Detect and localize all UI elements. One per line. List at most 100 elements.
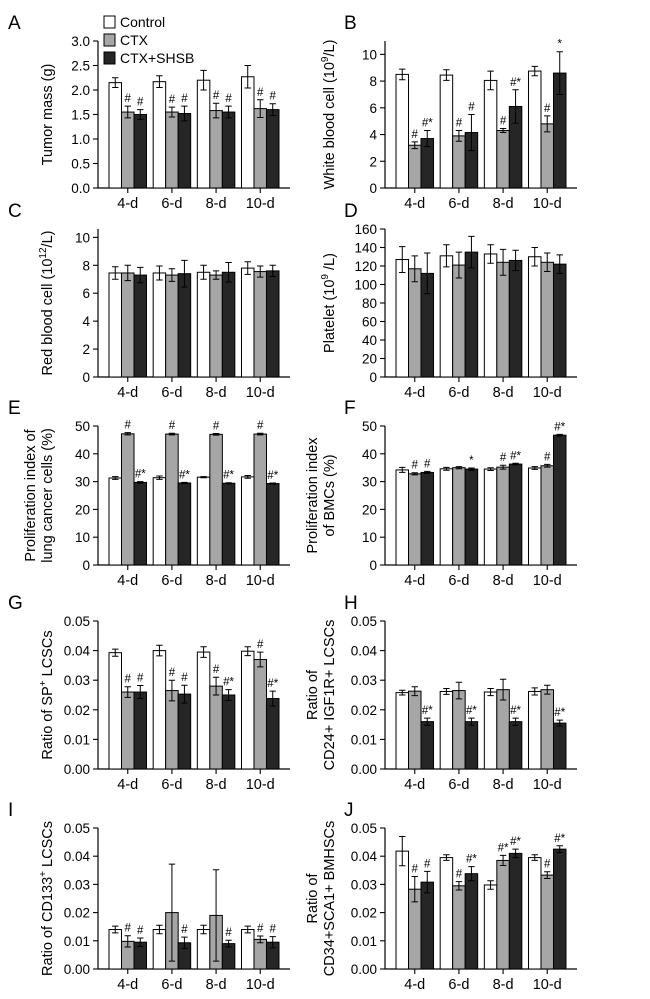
error-bar-h xyxy=(455,681,463,700)
bar-e-ctx-4-d xyxy=(121,433,135,566)
bar-i-control-4-d xyxy=(108,929,123,970)
bar-c-ctx-shsb-4-d xyxy=(133,274,148,378)
bar-c-control-6-d xyxy=(152,272,167,378)
bar-a-control-8-d xyxy=(196,79,211,189)
error-bar-c xyxy=(137,266,144,284)
y-tick-label-c: 8 xyxy=(82,258,90,273)
x-tick-label-j: 4-d xyxy=(404,977,425,993)
x-tick-label-c: 4-d xyxy=(117,385,138,401)
bar-b-control-4-d xyxy=(395,73,410,189)
significance-mark-a: # xyxy=(137,97,144,109)
y-tick-label-j: 0.01 xyxy=(351,934,377,949)
significance-mark-a: # xyxy=(257,87,264,99)
error-bar-f xyxy=(487,467,494,471)
x-tick-label-d: 8-d xyxy=(493,385,514,401)
error-bar-b xyxy=(487,70,494,91)
error-bar-f xyxy=(468,467,475,471)
significance-mark-a: # xyxy=(225,93,232,105)
x-tick-label-i: 4-d xyxy=(117,977,138,993)
error-bar-d xyxy=(531,247,538,267)
error-bar-g xyxy=(124,686,131,698)
x-tick-label-h: 4-d xyxy=(404,777,425,793)
error-bar-c xyxy=(225,262,232,283)
significance-mark-j: # xyxy=(544,859,551,871)
chart-panel-a: A 0.0 0.5 1.0 1.5 2.0 2.5 3.0 4-d # #6-d # #8-d # #10-… xyxy=(8,13,290,212)
significance-mark-g: # xyxy=(257,639,264,651)
error-bar-j xyxy=(487,880,494,890)
error-bar-f xyxy=(556,433,563,437)
error-bar-a xyxy=(168,106,176,118)
x-tick-label-i: 8-d xyxy=(206,977,227,993)
y-tick-label-d: 120 xyxy=(354,259,377,274)
y-tick-label-f: 40 xyxy=(362,447,377,462)
bar-e-control-6-d xyxy=(152,477,167,566)
bar-g-ctx-10-d xyxy=(253,658,267,770)
bar-h-ctx-6-d xyxy=(452,690,466,770)
x-tick-label-g: 10-d xyxy=(246,777,275,793)
bar-j-control-8-d xyxy=(483,884,498,970)
error-bar-h xyxy=(531,687,538,696)
legend-label-control: Control xyxy=(120,14,165,30)
x-tick-label-h: 6-d xyxy=(448,777,469,793)
bar-h-ctx-4-d xyxy=(408,690,422,770)
y-tick-label-e: 20 xyxy=(75,502,90,517)
significance-mark-j: # xyxy=(412,864,419,876)
error-bar-i xyxy=(225,939,232,948)
y-tick-label-e: 40 xyxy=(75,447,90,462)
bar-h-ctx-8-d xyxy=(496,689,510,770)
error-bar-b xyxy=(512,89,519,124)
y-tick-label-i: 0.03 xyxy=(64,877,90,892)
error-bar-b xyxy=(499,128,507,134)
significance-mark-a: # xyxy=(181,93,188,105)
y-tick-label-d: 100 xyxy=(354,278,377,293)
y-tick-label-a: 1.0 xyxy=(71,132,90,147)
significance-mark-h: #* xyxy=(510,705,521,717)
x-tick-label-f: 4-d xyxy=(404,573,425,589)
y-tick-label-j: 0.03 xyxy=(351,877,377,892)
error-bar-h xyxy=(499,678,507,701)
y-tick-label-i: 0.04 xyxy=(64,849,91,864)
error-bar-j xyxy=(512,848,519,859)
bar-e-control-8-d xyxy=(196,476,211,566)
y-tick-label-a: 1.5 xyxy=(71,108,90,123)
bar-g-control-8-d xyxy=(196,651,211,770)
bar-f-ctx-shsb-4-d xyxy=(420,471,435,566)
bar-j-control-10-d xyxy=(527,857,542,970)
significance-mark-i: # xyxy=(257,923,264,935)
bar-d-ctx-shsb-6-d xyxy=(464,251,479,378)
bar-j-control-6-d xyxy=(439,857,454,970)
bar-h-control-8-d xyxy=(483,691,498,770)
x-tick-label-a: 6-d xyxy=(161,196,182,212)
significance-mark-f: # xyxy=(424,458,431,470)
error-bar-g xyxy=(137,685,144,700)
bar-c-ctx-shsb-6-d xyxy=(177,273,192,378)
chart-panel-j: J0.000.010.020.030.040.054-d# #6-d##*8-d#… xyxy=(305,800,577,993)
y-tick-label-h: 0.02 xyxy=(351,703,377,718)
x-tick-label-g: 8-d xyxy=(206,777,227,793)
x-tick-label-e: 6-d xyxy=(161,573,182,589)
x-tick-label-a: 8-d xyxy=(206,196,227,212)
error-bar-e xyxy=(112,476,119,480)
y-tick-label-i: 0.01 xyxy=(64,934,90,949)
x-tick-label-d: 6-d xyxy=(448,385,469,401)
bar-g-ctx-shsb-4-d xyxy=(133,691,148,770)
error-bar-h xyxy=(399,689,406,696)
error-bar-e xyxy=(156,475,163,480)
significance-mark-b: # xyxy=(412,129,419,141)
error-bar-a xyxy=(257,99,264,118)
y-tick-label-a: 2.5 xyxy=(71,59,90,74)
bar-b-control-8-d xyxy=(483,79,498,189)
error-bar-g xyxy=(112,648,119,657)
significance-mark-a: # xyxy=(169,94,176,106)
error-bar-j xyxy=(443,854,450,861)
x-tick-label-a: 10-d xyxy=(246,196,275,212)
bar-a-control-10-d xyxy=(240,76,255,189)
bar-i-ctx-10-d xyxy=(253,938,267,970)
y-tick-label-i: 0.00 xyxy=(64,962,90,977)
error-bar-j xyxy=(411,876,418,903)
bar-g-ctx-6-d xyxy=(165,690,179,770)
significance-mark-f: #* xyxy=(554,421,565,433)
bar-b-ctx-8-d xyxy=(496,130,510,189)
error-bar-j xyxy=(556,845,563,854)
y-tick-label-c: 2 xyxy=(82,342,90,357)
